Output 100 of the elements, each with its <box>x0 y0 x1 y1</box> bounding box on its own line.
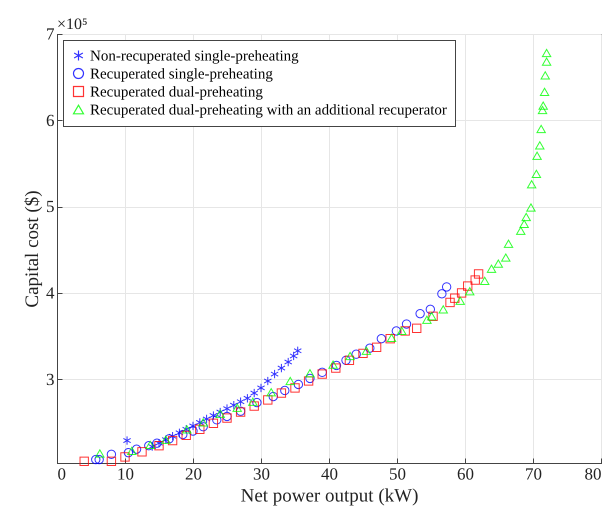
point <box>538 106 548 114</box>
point <box>442 282 452 292</box>
x-tick-label: 20 <box>185 464 202 484</box>
point <box>168 432 177 441</box>
point <box>232 404 242 412</box>
point <box>222 404 232 414</box>
point <box>494 259 504 268</box>
x-tick-label: 60 <box>457 464 474 484</box>
point <box>250 401 259 411</box>
point <box>341 356 351 365</box>
point <box>352 350 361 359</box>
point <box>196 418 204 428</box>
point <box>202 414 211 424</box>
point <box>94 454 104 464</box>
y-tick-label: 3 <box>46 370 54 389</box>
point <box>256 383 266 393</box>
point <box>152 438 162 448</box>
point <box>182 430 191 440</box>
point <box>474 269 484 279</box>
point <box>252 398 262 408</box>
point <box>216 410 225 418</box>
point <box>266 388 276 396</box>
point <box>522 212 531 222</box>
legend-label: Recuperated single-preheating <box>90 66 274 82</box>
point <box>248 398 258 406</box>
point <box>465 287 474 296</box>
legend-label: Recuperated dual-preheating <box>90 84 264 100</box>
point <box>132 444 142 454</box>
point <box>402 319 412 329</box>
point <box>331 363 340 373</box>
point <box>286 376 295 386</box>
point <box>412 324 422 334</box>
point <box>198 418 208 427</box>
point <box>344 356 354 365</box>
point <box>195 424 204 434</box>
x-tick-label: 80 <box>584 464 602 484</box>
point <box>372 342 382 352</box>
point <box>328 360 338 369</box>
point <box>437 289 447 298</box>
x-tick-label: 70 <box>525 464 542 484</box>
legend-label: Recuperated dual-preheating with an additional recuperator <box>90 102 447 118</box>
point <box>290 351 298 361</box>
point <box>392 326 402 336</box>
point <box>209 410 218 420</box>
point <box>208 418 218 428</box>
point <box>95 449 105 458</box>
point <box>280 386 290 396</box>
point <box>438 305 448 314</box>
point <box>175 428 184 438</box>
point <box>426 304 436 314</box>
point <box>212 415 222 425</box>
point <box>236 397 245 406</box>
point <box>376 334 386 344</box>
point <box>294 380 304 390</box>
point <box>188 421 198 431</box>
point <box>80 456 89 466</box>
point <box>463 281 472 291</box>
point <box>415 308 425 318</box>
x-tick-label: 30 <box>253 464 270 484</box>
point <box>198 422 208 432</box>
point <box>148 442 156 452</box>
point <box>168 436 178 446</box>
point <box>91 454 100 464</box>
point <box>332 360 342 370</box>
point <box>535 141 544 150</box>
point <box>400 326 410 336</box>
point <box>154 441 164 450</box>
point <box>250 388 258 398</box>
x-tick-label: 50 <box>389 464 406 484</box>
point <box>504 240 514 248</box>
point <box>532 170 542 178</box>
x-tick-label: 10 <box>117 464 134 484</box>
y-tick-label: 6 <box>46 110 54 130</box>
point <box>542 58 552 66</box>
point <box>456 296 465 305</box>
point <box>284 357 292 367</box>
point <box>445 298 455 308</box>
y-tick-label: 4 <box>46 283 55 302</box>
point <box>456 288 466 298</box>
y-tick-label: 5 <box>46 197 54 216</box>
point <box>526 180 536 188</box>
point <box>178 430 188 440</box>
point <box>362 346 372 355</box>
point <box>154 438 164 448</box>
point <box>480 276 490 285</box>
point <box>106 450 116 460</box>
legend-label: Non-recuperated single-preheating <box>90 48 300 64</box>
point <box>532 152 542 160</box>
point <box>540 71 550 80</box>
point <box>305 374 315 384</box>
point <box>290 383 300 393</box>
text: ×10⁵ <box>57 16 88 33</box>
point <box>519 220 529 228</box>
point <box>294 346 302 356</box>
point <box>277 363 286 373</box>
point <box>124 448 134 458</box>
point <box>188 426 198 436</box>
x-tick-label: 40 <box>321 464 338 484</box>
point <box>542 48 552 58</box>
point <box>263 395 272 405</box>
